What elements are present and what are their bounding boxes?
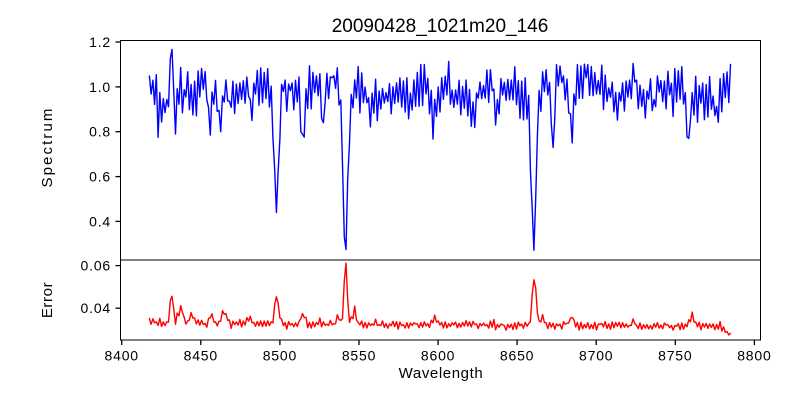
svg-text:Error: Error xyxy=(39,282,56,318)
svg-text:0.04: 0.04 xyxy=(81,300,111,316)
svg-text:1.0: 1.0 xyxy=(89,79,111,95)
svg-text:8450: 8450 xyxy=(184,348,218,364)
svg-text:8600: 8600 xyxy=(421,348,455,364)
svg-text:Wavelength: Wavelength xyxy=(399,365,484,382)
svg-text:20090428_1021m20_146: 20090428_1021m20_146 xyxy=(332,16,549,37)
svg-text:8500: 8500 xyxy=(263,348,297,364)
svg-text:8550: 8550 xyxy=(342,348,376,364)
svg-text:0.06: 0.06 xyxy=(81,258,111,274)
svg-text:0.8: 0.8 xyxy=(89,124,111,140)
svg-text:8700: 8700 xyxy=(579,348,613,364)
svg-text:Spectrum: Spectrum xyxy=(39,107,56,188)
svg-text:0.4: 0.4 xyxy=(89,213,111,229)
svg-text:8800: 8800 xyxy=(737,348,771,364)
svg-text:8650: 8650 xyxy=(500,348,534,364)
svg-text:8400: 8400 xyxy=(105,348,139,364)
svg-text:8750: 8750 xyxy=(658,348,692,364)
svg-text:0.6: 0.6 xyxy=(89,169,111,185)
svg-text:1.2: 1.2 xyxy=(89,34,111,50)
